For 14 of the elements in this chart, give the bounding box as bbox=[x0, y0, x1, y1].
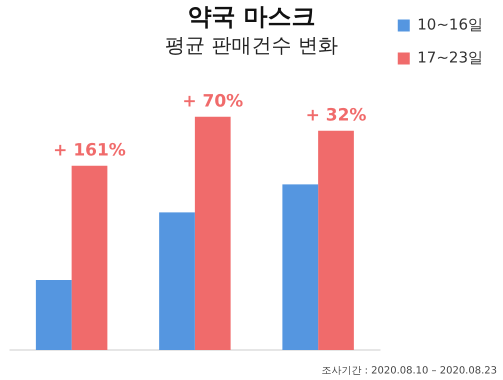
chart-subtitle: 평균 판매건수 변화 bbox=[165, 33, 338, 58]
bar bbox=[72, 166, 108, 350]
legend-label: 17~23일 bbox=[417, 48, 484, 66]
annotation: + 32% bbox=[306, 106, 366, 126]
annotation: + 161% bbox=[53, 140, 126, 161]
bar bbox=[318, 130, 354, 350]
bar bbox=[282, 184, 318, 350]
text: 조사기간 : 2020.08.10 – 2020.08.23 bbox=[321, 366, 497, 377]
bar bbox=[159, 212, 195, 350]
legend-label: 10~16일 bbox=[417, 15, 484, 34]
text: + 70% bbox=[182, 92, 244, 112]
bar bbox=[194, 116, 231, 350]
chart-title: 약국 마스크 bbox=[187, 2, 316, 31]
bar bbox=[36, 280, 72, 350]
